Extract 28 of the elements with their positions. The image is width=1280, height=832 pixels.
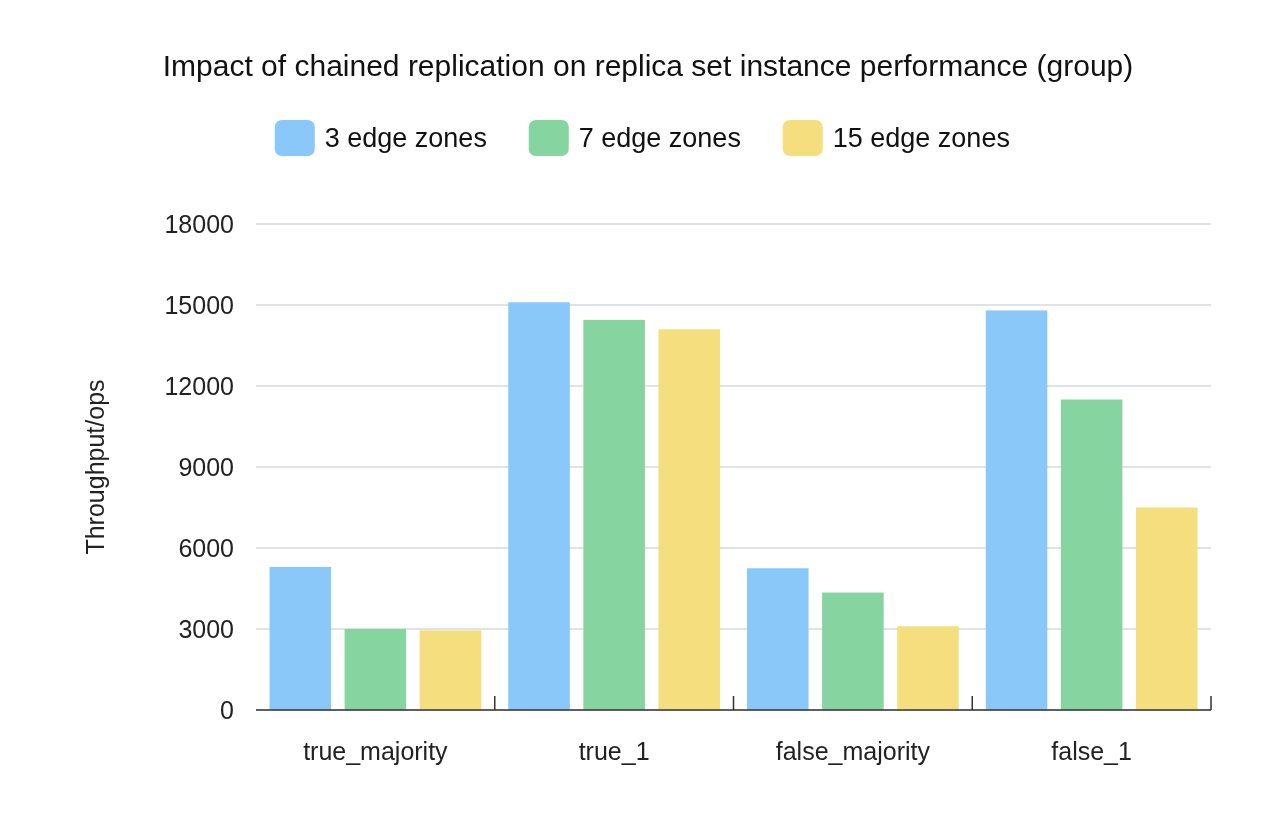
legend-label: 15 edge zones bbox=[832, 123, 1010, 154]
x-tick-label: false_1 bbox=[1051, 737, 1132, 765]
legend-label: 3 edge zones bbox=[324, 123, 487, 154]
bar bbox=[985, 310, 1048, 710]
y-tick-label: 0 bbox=[220, 695, 234, 724]
y-tick-label: 6000 bbox=[178, 533, 234, 562]
legend-label: 7 edge zones bbox=[578, 123, 741, 154]
bar bbox=[822, 592, 884, 710]
y-tick-label: 3000 bbox=[178, 614, 234, 643]
y-tick-label: 9000 bbox=[178, 452, 234, 481]
y-axis-title: Throughput/ops bbox=[81, 379, 109, 555]
x-tick-label: false_majority bbox=[775, 737, 931, 765]
x-tick-label: true_1 bbox=[578, 737, 650, 765]
bar bbox=[1060, 399, 1123, 710]
y-tick-label: 12000 bbox=[164, 371, 234, 400]
bar bbox=[344, 629, 407, 710]
y-tick-label: 18000 bbox=[164, 209, 234, 238]
bar bbox=[583, 319, 645, 710]
chart-title: Impact of chained replication on replica set instance performance (group) bbox=[162, 49, 1134, 82]
y-tick-label: 15000 bbox=[164, 290, 234, 319]
x-tick-label: true_majority bbox=[303, 737, 449, 765]
bar bbox=[508, 302, 570, 710]
bar bbox=[747, 568, 809, 710]
bar bbox=[658, 329, 720, 710]
bar bbox=[419, 630, 482, 710]
bar bbox=[897, 626, 959, 710]
bar bbox=[269, 566, 332, 710]
bar bbox=[1135, 507, 1198, 710]
